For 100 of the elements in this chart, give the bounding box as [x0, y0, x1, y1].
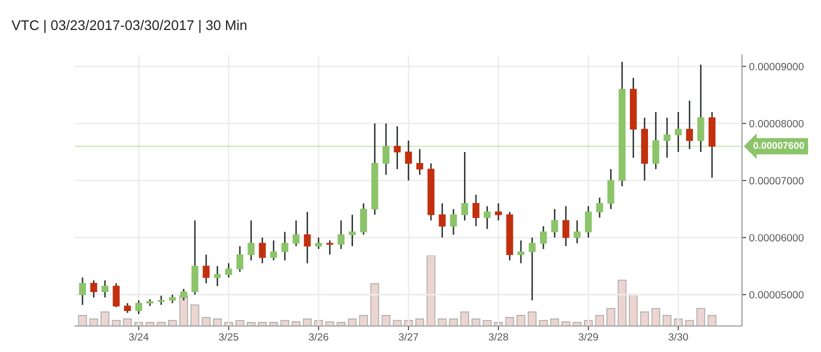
bar	[78, 315, 87, 326]
candlestick	[450, 208, 457, 236]
candlestick	[540, 225, 547, 250]
x-tick-label: 3/24	[128, 332, 149, 341]
bar	[123, 318, 132, 326]
candlestick	[528, 236, 536, 302]
bar	[662, 315, 672, 326]
bar	[100, 311, 110, 326]
bar	[505, 317, 514, 326]
x-tick-label: 3/28	[488, 332, 508, 341]
bar	[382, 315, 390, 326]
y-tick-label: 0.00005000	[749, 291, 804, 298]
candlestick	[394, 126, 401, 170]
bar	[202, 317, 211, 326]
bar	[438, 318, 447, 326]
candlestick	[112, 282, 120, 308]
bar	[269, 322, 278, 326]
bar	[685, 320, 694, 326]
x-tick-label: 3/26	[308, 332, 328, 341]
candlestick	[517, 240, 524, 264]
bar	[708, 315, 716, 326]
candlestick	[652, 111, 660, 170]
candlestick	[135, 300, 142, 315]
bar	[280, 320, 290, 326]
bar	[606, 308, 616, 326]
candlestick	[596, 196, 604, 218]
bar	[696, 308, 706, 326]
bar	[426, 256, 436, 326]
candlestick	[607, 168, 614, 210]
y-tick-label: 0.00007000	[749, 177, 804, 184]
bar	[302, 318, 312, 326]
candlestick	[584, 205, 592, 238]
candlestick	[158, 295, 165, 306]
bar	[651, 308, 660, 326]
bar	[168, 320, 177, 326]
bar	[112, 320, 121, 326]
bar	[370, 283, 380, 326]
candlestick	[574, 220, 581, 244]
candlestick	[674, 111, 682, 153]
ref-line-label: 0.00007600	[753, 142, 804, 149]
x-tick-label: 3/30	[668, 332, 688, 341]
candlestick	[461, 151, 468, 222]
candlestick	[551, 208, 558, 238]
bar	[190, 304, 200, 326]
candlestick	[315, 236, 322, 250]
bar	[628, 294, 638, 326]
bar	[472, 318, 480, 326]
bar	[460, 311, 470, 326]
x-tick-label: 3/27	[398, 332, 418, 341]
candlestick	[438, 202, 446, 238]
candlestick	[124, 302, 131, 314]
bar	[336, 322, 346, 326]
y-tick-label: 0.00009000	[749, 62, 804, 70]
bar	[392, 320, 402, 326]
candlestick	[664, 117, 670, 158]
candlestick	[225, 262, 232, 278]
candlestick	[304, 211, 311, 264]
candlestick	[338, 220, 344, 250]
bar	[359, 315, 368, 326]
candlestick	[102, 280, 108, 298]
candlestick	[382, 122, 390, 176]
candlestick	[494, 202, 502, 222]
candlestick	[202, 254, 210, 284]
candlestick	[686, 100, 693, 150]
bar	[236, 320, 244, 326]
candlestick	[472, 194, 480, 227]
candlestick	[405, 140, 412, 182]
bar	[618, 280, 626, 326]
x-tick-label: 3/25	[218, 332, 238, 341]
candlestick	[326, 240, 334, 256]
bar	[550, 318, 559, 326]
bar	[640, 311, 649, 326]
y-tick-label: 0.00008000	[749, 120, 804, 128]
bar	[146, 322, 154, 326]
candlestick	[270, 240, 278, 262]
candlestick	[236, 245, 244, 272]
candlestick	[281, 231, 288, 262]
bar	[415, 318, 424, 326]
candlestick	[248, 220, 255, 262]
bar	[539, 320, 548, 326]
x-tick-label: 3/29	[578, 332, 598, 341]
bar	[595, 315, 604, 326]
bar	[528, 311, 537, 326]
bar	[213, 318, 222, 326]
candlestick	[90, 280, 98, 298]
bar	[516, 315, 526, 326]
bar	[292, 321, 300, 326]
bar	[449, 318, 458, 326]
candlestick	[214, 265, 221, 287]
y-tick-label: 0.00006000	[749, 234, 804, 242]
candlestick	[348, 214, 356, 247]
bar	[348, 318, 357, 326]
candlestick	[416, 148, 424, 176]
candlestick	[79, 276, 86, 306]
bar	[89, 318, 98, 326]
candlestick	[258, 236, 266, 264]
candlestick	[292, 220, 300, 247]
candlestick	[484, 205, 491, 230]
chart-title: VTC | 03/23/2017-03/30/2017 | 30 Min	[12, 20, 246, 33]
candlestick	[562, 205, 570, 247]
